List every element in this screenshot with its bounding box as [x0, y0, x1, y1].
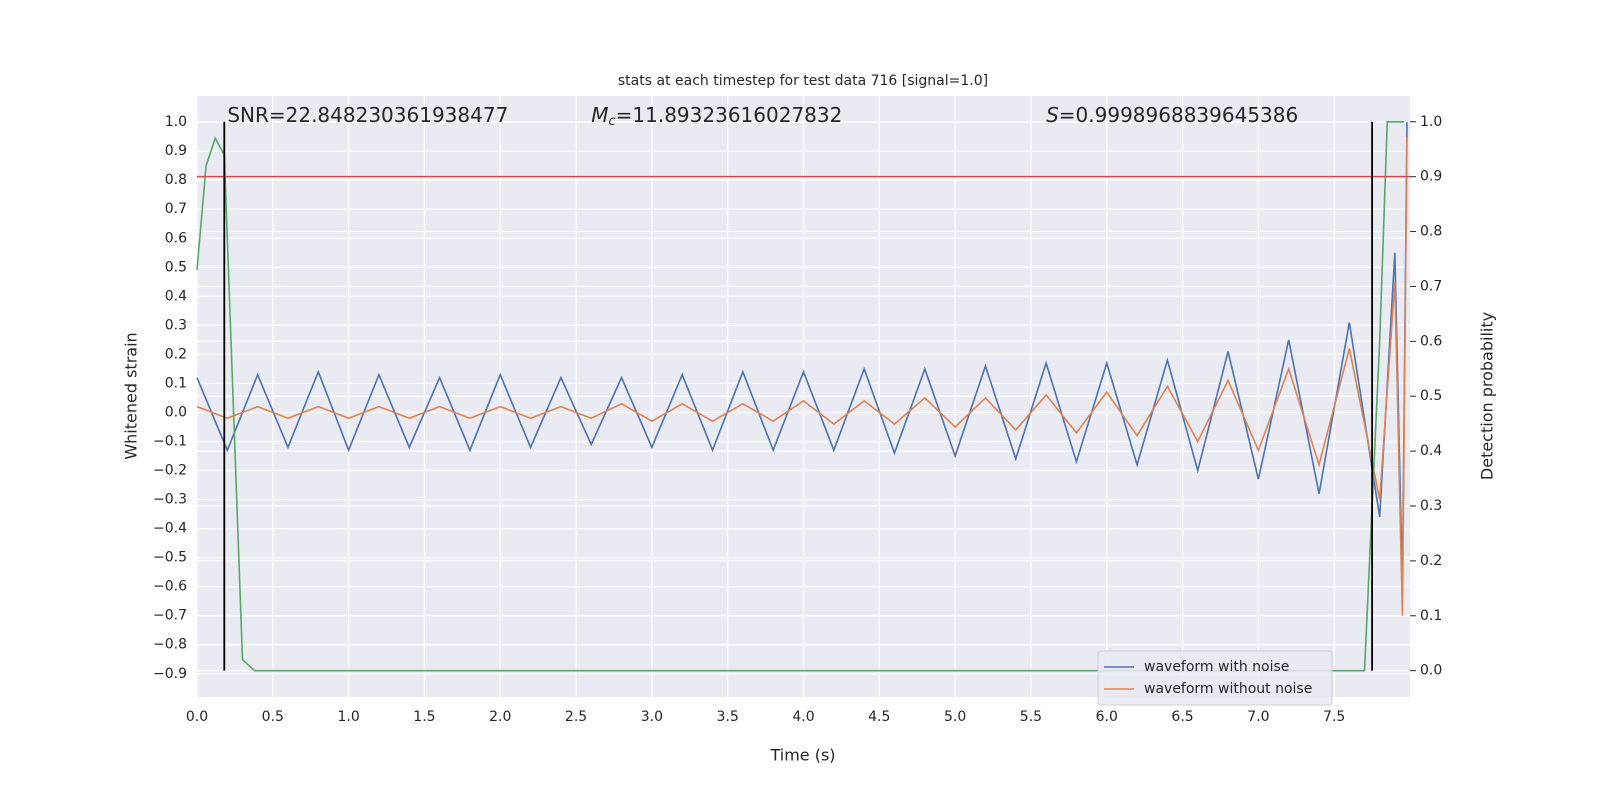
y-tick-label: 0.3	[165, 317, 187, 333]
y-tick-label: −0.8	[153, 637, 187, 653]
x-tick-label: 5.5	[1020, 709, 1042, 725]
legend-box	[1097, 650, 1333, 706]
y2-tick-label: 0.9	[1420, 169, 1442, 185]
y-tick-label: −0.9	[153, 666, 187, 682]
series-line	[196, 136, 1408, 616]
x-tick-label: 4.5	[868, 709, 890, 725]
y2-tick-label: 0.2	[1420, 553, 1442, 569]
y-tick-label: −0.3	[153, 492, 187, 508]
annotation-symbol: S	[1046, 103, 1059, 127]
y-tick-label: −0.4	[153, 521, 187, 537]
y-tick-label: 0.0	[165, 404, 187, 420]
chart-title: stats at each timestep for test data 716…	[618, 73, 988, 89]
y-tick-label: 1.0	[165, 114, 187, 130]
y-tick-label: 0.6	[165, 230, 187, 246]
x-tick-label: 3.5	[717, 709, 739, 725]
x-tick-label: 5.0	[944, 709, 966, 725]
annotation-text: =0.9998968839645386	[1059, 103, 1298, 127]
legend-label: waveform without noise	[1144, 681, 1312, 697]
x-tick-label: 6.0	[1096, 709, 1118, 725]
y2-tick-label: 0.1	[1420, 608, 1442, 624]
x-tick-label: 3.0	[641, 709, 663, 725]
x-tick-label: 0.5	[262, 709, 284, 725]
y-tick-label: −0.2	[153, 463, 187, 479]
y-tick-label: 0.5	[165, 259, 187, 275]
annotation-symbol: M	[591, 103, 608, 127]
x-tick-label: 0.0	[186, 709, 208, 725]
y-tick-label: 0.2	[165, 346, 187, 362]
y-tick-label: 0.1	[165, 375, 187, 391]
annotation: S=0.9998968839645386	[1046, 103, 1298, 127]
annotation-text: =11.89323616027832	[616, 103, 843, 127]
y-tick-label: −0.5	[153, 550, 187, 566]
x-tick-label: 4.0	[792, 709, 814, 725]
annotation-text: SNR=22.848230361938477	[227, 103, 508, 127]
x-tick-label: 7.5	[1323, 709, 1345, 725]
y2-tick-label: 0.7	[1420, 278, 1442, 294]
x-tick-label: 6.5	[1171, 709, 1193, 725]
y-tick-label: −0.1	[153, 434, 187, 450]
y2-tick-label: 0.0	[1420, 663, 1442, 679]
y-tick-label: 0.9	[165, 143, 187, 159]
x-axis-label: Time (s)	[769, 746, 835, 765]
x-tick-label: 7.0	[1247, 709, 1269, 725]
y-tick-label: −0.7	[153, 608, 187, 624]
y2-tick-label: 0.4	[1420, 443, 1442, 459]
y2-tick-label: 0.8	[1420, 224, 1442, 240]
y2-tick-label: 1.0	[1420, 114, 1442, 130]
y2-tick-label: 0.3	[1420, 498, 1442, 514]
y-tick-label: 0.4	[165, 288, 187, 304]
x-tick-label: 1.0	[337, 709, 359, 725]
y-tick-label: 0.8	[165, 172, 187, 188]
legend-label: waveform with noise	[1144, 659, 1289, 675]
y-tick-label: −0.6	[153, 579, 187, 595]
annotation: Mc=11.89323616027832	[591, 103, 842, 129]
y-axis-label: Whitened strain	[122, 332, 141, 459]
x-tick-label: 1.5	[413, 709, 435, 725]
annotation: SNR=22.848230361938477	[227, 103, 508, 127]
y-tick-label: 0.7	[165, 201, 187, 217]
x-tick-label: 2.5	[565, 709, 587, 725]
annotation-subscript: c	[608, 114, 615, 129]
y2-tick-label: 0.6	[1420, 333, 1442, 349]
y2-tick-label: 0.5	[1420, 388, 1442, 404]
x-tick-label: 2.0	[489, 709, 511, 725]
series-line	[196, 122, 1408, 587]
series-line	[196, 120, 1404, 672]
y2-axis-label: Detection probability	[1478, 312, 1497, 480]
